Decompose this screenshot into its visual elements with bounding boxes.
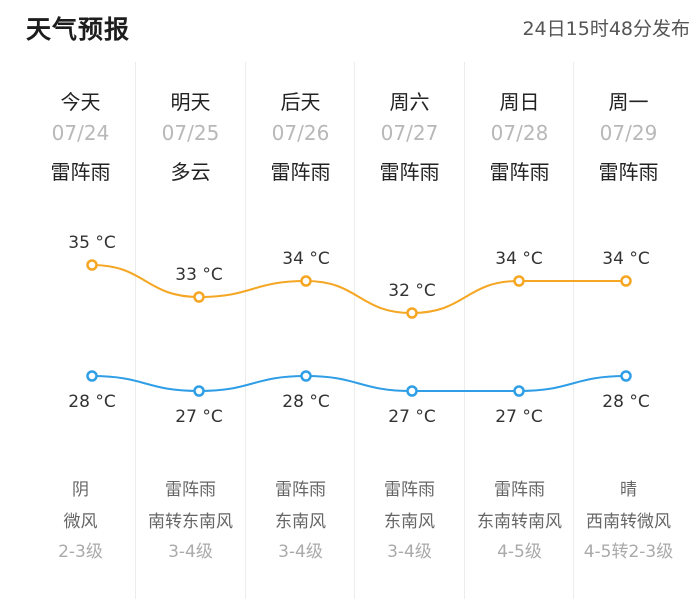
day-weather: 雷阵雨: [489, 160, 550, 184]
day-column-3[interactable]: 周六 07/27 雷阵雨 雷阵雨 东南风 3-4级: [354, 62, 464, 599]
night-weather: 雷阵雨: [384, 480, 435, 500]
wind-direction: 东南风: [384, 512, 435, 532]
day-column-1[interactable]: 明天 07/25 多云 雷阵雨 南转东南风 3-4级: [135, 62, 245, 599]
date-label: 07/28: [490, 121, 549, 145]
day-column-5[interactable]: 周一 07/29 雷阵雨 晴 西南转微风 4-5转2-3级: [573, 62, 683, 599]
publish-time: 24日15时48分发布: [522, 18, 690, 40]
forecast-grid: 今天 07/24 雷阵雨 阴 微风 2-3级 明天 07/25 多云 雷阵雨 南…: [26, 62, 682, 599]
night-weather: 雷阵雨: [275, 480, 326, 500]
wind-level: 2-3级: [58, 542, 103, 562]
day-column-0[interactable]: 今天 07/24 雷阵雨 阴 微风 2-3级: [26, 62, 135, 599]
night-weather: 阴: [72, 480, 89, 500]
date-label: 07/24: [51, 121, 110, 145]
wind-level: 3-4级: [168, 542, 213, 562]
date-label: 07/25: [161, 121, 220, 145]
day-weather: 雷阵雨: [270, 160, 331, 184]
night-weather: 雷阵雨: [494, 480, 545, 500]
wind-direction: 西南转微风: [586, 512, 671, 532]
night-weather: 雷阵雨: [165, 480, 216, 500]
wind-level: 3-4级: [387, 542, 432, 562]
day-weather: 多云: [170, 160, 211, 184]
wind-level: 4-5转2-3级: [583, 542, 674, 562]
day-label: 今天: [60, 90, 101, 114]
wind-direction: 南转东南风: [148, 512, 233, 532]
day-label: 后天: [280, 90, 321, 114]
day-label: 周日: [499, 90, 540, 114]
day-label: 周一: [608, 90, 649, 114]
day-weather: 雷阵雨: [50, 160, 111, 184]
day-label: 明天: [170, 90, 211, 114]
night-weather: 晴: [620, 480, 637, 500]
day-column-2[interactable]: 后天 07/26 雷阵雨 雷阵雨 东南风 3-4级: [245, 62, 355, 599]
day-weather: 雷阵雨: [598, 160, 659, 184]
day-weather: 雷阵雨: [379, 160, 440, 184]
page-title: 天气预报: [26, 15, 131, 44]
wind-direction: 东南转南风: [477, 512, 562, 532]
wind-direction: 东南风: [275, 512, 326, 532]
date-label: 07/26: [271, 121, 330, 145]
wind-level: 3-4级: [278, 542, 323, 562]
day-column-4[interactable]: 周日 07/28 雷阵雨 雷阵雨 东南转南风 4-5级: [464, 62, 574, 599]
date-label: 07/29: [599, 121, 658, 145]
wind-level: 4-5级: [497, 542, 542, 562]
day-label: 周六: [389, 90, 430, 114]
wind-direction: 微风: [63, 512, 98, 532]
forecast-header: 天气预报 24日15时48分发布: [0, 0, 700, 56]
date-label: 07/27: [380, 121, 439, 145]
